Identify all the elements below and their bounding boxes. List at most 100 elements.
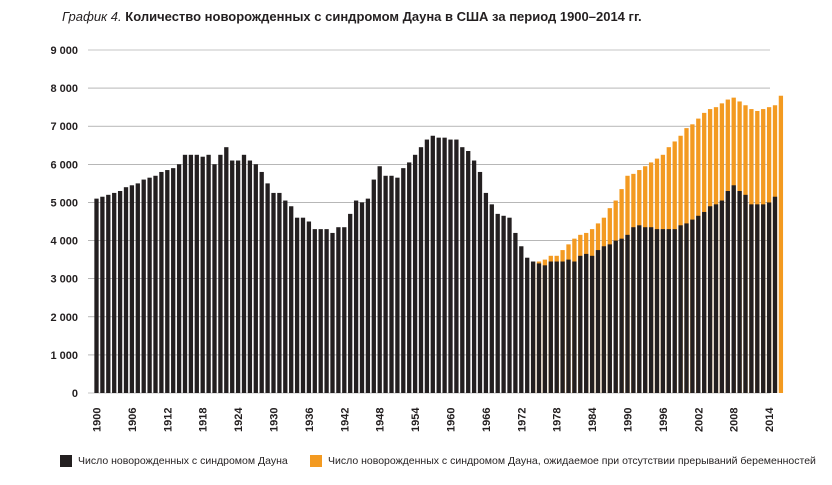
- bar-actual: [235, 160, 241, 393]
- bar-actual: [737, 191, 742, 393]
- legend-item-expected: Число новорожденных с синдромом Дауна, о…: [310, 455, 816, 467]
- bar-actual: [194, 154, 199, 393]
- bar-actual: [566, 259, 571, 393]
- bar-actual: [672, 229, 677, 393]
- bar-actual: [725, 191, 730, 393]
- bar-actual: [595, 250, 601, 393]
- bar-actual: [271, 192, 276, 393]
- bar-actual: [666, 229, 671, 393]
- bar-actual: [342, 227, 347, 393]
- bar-actual: [454, 139, 459, 393]
- x-tick-label: 1984: [587, 407, 599, 432]
- bar-actual: [548, 261, 553, 393]
- bar-actual: [755, 204, 760, 393]
- bar-actual: [696, 215, 701, 393]
- x-tick-label: 1996: [658, 408, 670, 432]
- bar-actual: [182, 154, 188, 393]
- chart-title: График 4. Количество новорожденных с син…: [62, 9, 642, 24]
- bar-actual: [436, 137, 441, 393]
- bar-actual: [412, 154, 418, 393]
- bar-actual: [359, 202, 365, 393]
- bar-actual: [371, 179, 376, 393]
- legend-label-actual: Число новорожденных с синдромом Дауна: [78, 455, 288, 467]
- bar-actual: [772, 196, 778, 393]
- bar-actual: [442, 137, 447, 393]
- bar-expected: [778, 95, 784, 393]
- bar-actual: [530, 261, 536, 393]
- bar-actual: [171, 168, 176, 393]
- bar-actual: [176, 164, 182, 393]
- bar-actual: [224, 147, 229, 393]
- bar-actual: [424, 139, 430, 393]
- bar-actual: [265, 183, 270, 393]
- y-tick-label: 5 000: [50, 197, 78, 209]
- bar-actual: [648, 227, 654, 393]
- bar-actual: [536, 263, 542, 393]
- bar-actual: [589, 255, 595, 393]
- bar-actual: [749, 204, 754, 393]
- bar-actual: [306, 221, 312, 393]
- bar-actual: [678, 225, 683, 393]
- bar-actual: [761, 204, 766, 393]
- bar-actual: [212, 164, 217, 393]
- bar-actual: [407, 162, 412, 393]
- bar-actual: [401, 168, 406, 393]
- x-axis-ticks: 1900 1906 1912 1918 1924 1930 1936 1942 1948 1954…: [92, 407, 777, 432]
- bar-actual: [135, 183, 140, 393]
- x-tick-label: 1912: [162, 408, 174, 432]
- y-axis-ticks: 0 1 000 2 000 3 000 4 000 5 000 6 000 7 000 8 00…: [50, 45, 78, 400]
- bar-actual: [578, 255, 583, 393]
- y-tick-label: 3 000: [50, 274, 78, 286]
- bar-actual: [283, 200, 288, 393]
- bar-actual: [690, 219, 695, 393]
- bar-actual: [159, 171, 164, 393]
- bar-actual: [448, 139, 453, 393]
- bar-actual: [117, 191, 123, 393]
- bar-actual: [601, 246, 607, 393]
- actual-series-bars: [94, 135, 778, 393]
- x-tick-label: 1960: [446, 408, 458, 432]
- bar-actual: [466, 150, 471, 393]
- bar-actual: [489, 204, 494, 393]
- bar-actual: [507, 217, 512, 393]
- bar-actual: [100, 196, 105, 393]
- bar-actual: [348, 213, 353, 393]
- bar-actual: [106, 194, 111, 393]
- bar-actual: [294, 217, 300, 393]
- x-tick-label: 1918: [198, 408, 210, 432]
- bar-actual: [766, 202, 772, 393]
- bar-actual: [684, 223, 689, 393]
- bar-actual: [460, 147, 465, 393]
- x-tick-label: 1990: [623, 408, 635, 432]
- bar-actual: [471, 160, 477, 393]
- bar-actual: [389, 175, 394, 393]
- bar-actual: [702, 211, 707, 393]
- bar-actual: [631, 227, 636, 393]
- bar-actual: [584, 253, 589, 393]
- bar-actual: [719, 200, 725, 393]
- bar-actual: [383, 175, 388, 393]
- bar-actual: [707, 206, 713, 393]
- bar-actual: [607, 244, 612, 393]
- bar-actual: [430, 135, 435, 393]
- bar-actual: [418, 147, 424, 393]
- bar-actual: [637, 225, 642, 393]
- bar-actual: [654, 229, 660, 393]
- bar-actual: [365, 198, 371, 393]
- bar-actual: [241, 154, 247, 393]
- y-tick-label: 0: [72, 388, 78, 400]
- bar-actual: [312, 229, 317, 393]
- x-tick-label: 1966: [481, 408, 493, 432]
- bar-actual: [277, 192, 282, 393]
- x-tick-label: 1924: [233, 407, 245, 432]
- bar-actual: [542, 265, 548, 393]
- x-tick-label: 2008: [729, 408, 741, 432]
- bar-actual: [501, 215, 506, 393]
- bar-actual: [318, 229, 323, 393]
- bar-actual: [643, 227, 648, 393]
- bar-actual: [200, 156, 205, 393]
- bar-actual: [141, 179, 146, 393]
- bar-actual: [619, 238, 624, 393]
- bar-actual: [336, 227, 341, 393]
- y-tick-label: 6 000: [50, 159, 78, 171]
